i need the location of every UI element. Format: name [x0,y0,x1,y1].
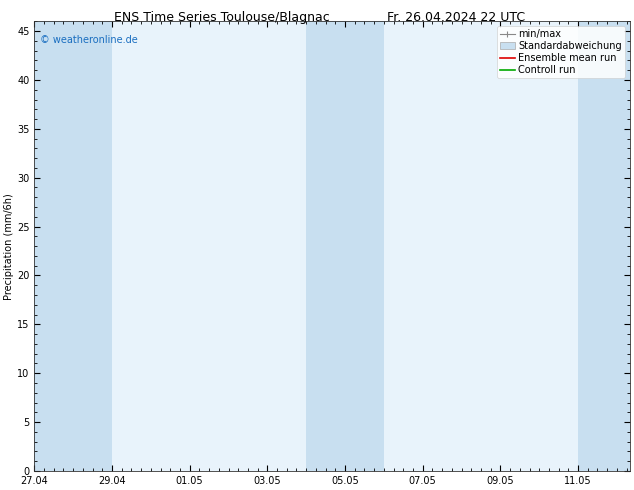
Y-axis label: Precipitation (mm/6h): Precipitation (mm/6h) [4,193,14,299]
Legend: min/max, Standardabweichung, Ensemble mean run, Controll run: min/max, Standardabweichung, Ensemble me… [497,26,625,78]
Text: © weatheronline.de: © weatheronline.de [41,35,138,45]
Text: ENS Time Series Toulouse/Blagnac: ENS Time Series Toulouse/Blagnac [114,11,330,24]
Text: Fr. 26.04.2024 22 UTC: Fr. 26.04.2024 22 UTC [387,11,526,24]
Bar [306,22,384,471]
Bar [578,22,630,471]
Bar [34,22,112,471]
